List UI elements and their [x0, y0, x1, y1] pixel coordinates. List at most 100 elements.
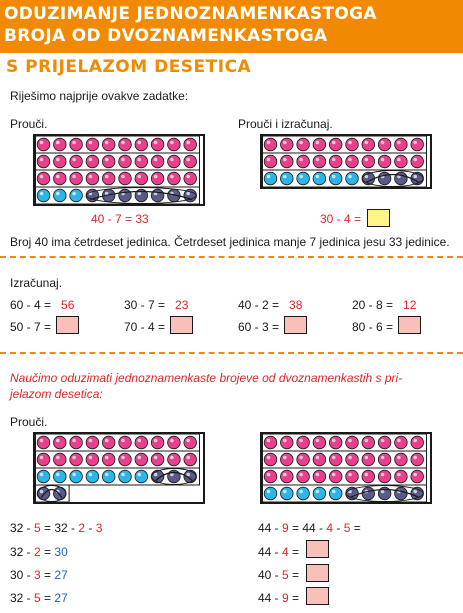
bead [280, 154, 294, 169]
answer-box-30-minus-4[interactable] [367, 209, 390, 227]
step-subtrahend: 3 [34, 568, 41, 582]
step-text: = [288, 568, 300, 582]
bead [263, 435, 278, 450]
step-text: = 32 - [40, 521, 79, 535]
step-subtrahend: 5 [34, 591, 41, 605]
bead-row-frame [262, 484, 427, 503]
bead [345, 435, 359, 450]
bead [167, 435, 181, 450]
bead-rows-44 [262, 433, 427, 503]
bead [410, 154, 424, 169]
step-text: 44 - [258, 521, 283, 535]
bead [85, 154, 100, 169]
bead [101, 469, 116, 484]
crossed-bead [36, 486, 51, 501]
crossed-bead [377, 486, 392, 501]
calc-item: 20 - 8 = 12 [352, 298, 416, 312]
bead [296, 469, 310, 484]
bead-frame-44-minus-9 [260, 432, 432, 504]
bead [85, 435, 100, 450]
bead-row-frame [262, 169, 427, 188]
step-result: 27 [54, 568, 68, 582]
bead [345, 469, 359, 484]
calc-answer: 12 [403, 298, 417, 312]
bead [312, 469, 327, 484]
step-text: 44 - [258, 545, 283, 559]
calc-label: Izračunaj. [10, 276, 63, 290]
bead [36, 435, 51, 450]
crossed-bead [361, 486, 376, 501]
bead [361, 469, 376, 484]
bead [134, 137, 149, 152]
bead [69, 154, 83, 169]
calc-item: 30 - 7 = 23 [124, 298, 188, 312]
bead [296, 137, 310, 152]
title-line-1: ODUZIMANJE JEDNOZNAMENKASTOGA [4, 4, 377, 24]
bead [118, 469, 132, 484]
bead [150, 452, 165, 467]
cross-out-loop [361, 170, 424, 187]
crossed-bead [53, 486, 67, 501]
lesson-line-1: Naučimo oduzimati jednoznamenkaste broje… [10, 371, 403, 385]
bead [118, 435, 132, 450]
bead [101, 171, 116, 186]
bead [85, 452, 100, 467]
calc-expr: 80 - 6 = [352, 320, 394, 334]
bead [183, 452, 197, 467]
bead [183, 435, 197, 450]
answer-box[interactable] [170, 316, 193, 334]
bead [312, 486, 327, 501]
bead [345, 452, 359, 467]
bead [183, 154, 197, 169]
step-text: = [40, 545, 55, 559]
lesson-line-2: jelazom desetica: [10, 387, 103, 401]
crossed-bead [134, 188, 149, 203]
bead [296, 452, 310, 467]
section-divider [0, 352, 463, 354]
bead [328, 435, 343, 450]
bead [296, 154, 310, 169]
step-subtrahend: 9 [282, 591, 289, 605]
step-text: = 44 - [288, 521, 327, 535]
bead [410, 435, 424, 450]
bead [53, 435, 67, 450]
answer-box[interactable] [306, 564, 329, 582]
step-subtrahend: 4 [282, 545, 289, 559]
answer-box[interactable] [284, 316, 307, 334]
bead [53, 171, 67, 186]
step-text: - [85, 521, 96, 535]
bead [312, 137, 327, 152]
bead [312, 171, 327, 186]
left-example-label: Prouči. [10, 117, 48, 131]
step-subtrahend: 5 [282, 568, 289, 582]
bead [150, 171, 165, 186]
bead [377, 154, 392, 169]
bead [280, 469, 294, 484]
calc-expr: 60 - 3 = [238, 320, 280, 334]
answer-box[interactable] [56, 316, 79, 334]
answer-box[interactable] [398, 316, 421, 334]
bead [36, 171, 51, 186]
bead [361, 154, 376, 169]
bead [394, 452, 408, 467]
bead [394, 137, 408, 152]
calc-answer: 38 [289, 298, 303, 312]
intro-text: Riješimo najprije ovakve zadatke: [10, 89, 189, 103]
bead [394, 469, 408, 484]
calc-answer: 23 [175, 298, 189, 312]
step-line: 32 - 5 = 32 - 2 - 3 [10, 521, 102, 535]
bead [280, 435, 294, 450]
answer-box[interactable] [306, 540, 329, 558]
step-text: 40 - [258, 568, 283, 582]
step-line: 32 - 2 = 30 [10, 545, 68, 559]
step-text: - [333, 521, 344, 535]
answer-box[interactable] [306, 587, 329, 605]
step-result: 27 [54, 591, 68, 605]
step-text: 32 - [10, 591, 35, 605]
bead [85, 171, 100, 186]
bead [183, 137, 197, 152]
bead-rows-30 [262, 135, 427, 188]
bead [361, 452, 376, 467]
bead [410, 469, 424, 484]
bead [296, 435, 310, 450]
